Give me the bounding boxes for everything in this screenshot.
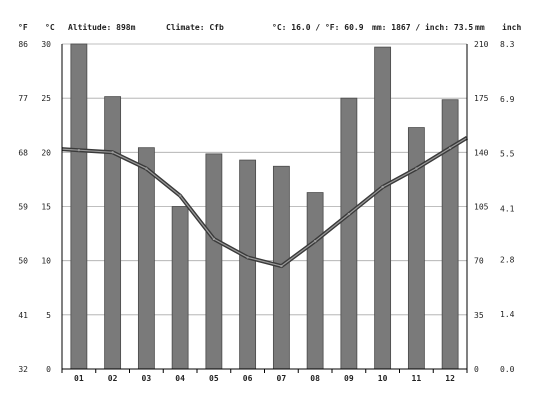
temperature-point bbox=[212, 237, 216, 241]
temperature-point bbox=[145, 167, 148, 170]
month-label: 11 bbox=[412, 374, 422, 383]
month-label: 07 bbox=[277, 374, 287, 383]
inch-tick-label: 1.4 bbox=[500, 310, 515, 319]
precipitation-bar bbox=[441, 99, 459, 370]
celsius-tick-label: 20 bbox=[41, 148, 51, 157]
precipitation-summary: mm: 1867 / inch: 73.5 bbox=[372, 22, 473, 32]
millimetre-tick-label: 105 bbox=[474, 203, 489, 212]
month-label: 01 bbox=[74, 374, 84, 383]
temperature-point bbox=[347, 212, 351, 216]
precipitation-bar bbox=[104, 96, 122, 370]
precipitation-bar bbox=[137, 147, 155, 370]
temperature-point bbox=[313, 239, 317, 243]
temperature-point bbox=[111, 151, 114, 154]
celsius-tick-label: 15 bbox=[41, 203, 51, 212]
month-label: 12 bbox=[445, 374, 455, 383]
temperature-point bbox=[246, 256, 249, 259]
precipitation-bars bbox=[70, 43, 459, 370]
fahrenheit-tick-label: 50 bbox=[18, 257, 28, 266]
fahrenheit-tick-label: 41 bbox=[18, 311, 28, 320]
celsius-tick-label: 10 bbox=[41, 257, 51, 266]
fahrenheit-tick-label: 32 bbox=[18, 365, 28, 374]
celsius-tick-label: 5 bbox=[46, 311, 51, 320]
inch-tick-label: 4.1 bbox=[500, 204, 515, 213]
fahrenheit-unit-label: °F bbox=[18, 23, 28, 32]
temperature-point bbox=[77, 148, 81, 152]
inch-tick-label: 6.9 bbox=[500, 95, 515, 104]
altitude-label: Altitude: 898m bbox=[68, 22, 136, 32]
month-label: 10 bbox=[378, 374, 388, 383]
climate-label: Climate: Cfb bbox=[166, 22, 224, 32]
celsius-tick-label: 0 bbox=[46, 365, 51, 374]
fahrenheit-tick-label: 77 bbox=[18, 94, 28, 103]
millimetre-tick-label: 210 bbox=[474, 40, 489, 49]
millimetre-tick-label: 35 bbox=[474, 311, 484, 320]
precipitation-bar bbox=[239, 159, 257, 370]
month-label: 02 bbox=[108, 374, 118, 383]
month-label: 08 bbox=[310, 374, 320, 383]
temperature-point bbox=[280, 264, 283, 268]
chart-axes bbox=[61, 44, 468, 373]
millimetre-tick-label: 0 bbox=[474, 365, 479, 374]
precipitation-bar bbox=[205, 153, 223, 370]
tick-labels: 3241505968778605101520253003570105140175… bbox=[18, 40, 514, 383]
fahrenheit-tick-label: 59 bbox=[18, 203, 28, 212]
gridlines bbox=[62, 43, 467, 316]
inch-unit-label: inch bbox=[502, 22, 521, 32]
fahrenheit-tick-label: 86 bbox=[18, 40, 28, 49]
celsius-unit-label: °C bbox=[45, 23, 55, 32]
temperature-point bbox=[415, 167, 418, 170]
month-label: 03 bbox=[142, 374, 152, 383]
temperature-point bbox=[381, 185, 384, 189]
month-label: 06 bbox=[243, 374, 253, 383]
fahrenheit-tick-label: 68 bbox=[18, 148, 28, 157]
precipitation-bar bbox=[171, 206, 189, 370]
precipitation-bar bbox=[306, 192, 324, 370]
month-label: 04 bbox=[175, 374, 185, 383]
millimetre-tick-label: 140 bbox=[474, 148, 489, 157]
month-label: 05 bbox=[209, 374, 219, 383]
celsius-tick-label: 30 bbox=[41, 40, 51, 49]
inch-tick-label: 8.3 bbox=[500, 40, 515, 49]
inch-tick-label: 5.5 bbox=[500, 150, 515, 159]
month-label: 09 bbox=[344, 374, 354, 383]
temperature-line bbox=[61, 135, 469, 269]
inch-tick-label: 0.0 bbox=[500, 365, 515, 374]
inch-tick-label: 2.8 bbox=[500, 255, 515, 264]
temperature-point bbox=[178, 194, 182, 197]
precipitation-bar bbox=[70, 43, 88, 370]
millimetre-tick-label: 175 bbox=[474, 94, 489, 103]
precipitation-bar bbox=[374, 46, 392, 370]
precipitation-bar bbox=[340, 97, 358, 370]
celsius-tick-label: 25 bbox=[41, 94, 51, 103]
temperature-summary: °C: 16.0 / °F: 60.9 bbox=[272, 23, 364, 32]
millimetre-unit-label: mm bbox=[475, 23, 485, 32]
temperature-point bbox=[448, 146, 452, 150]
chart-header: °F °C Altitude: 898m Climate: Cfb °C: 16… bbox=[18, 22, 521, 32]
millimetre-tick-label: 70 bbox=[474, 257, 484, 266]
temperature-line-inner bbox=[61, 137, 468, 267]
